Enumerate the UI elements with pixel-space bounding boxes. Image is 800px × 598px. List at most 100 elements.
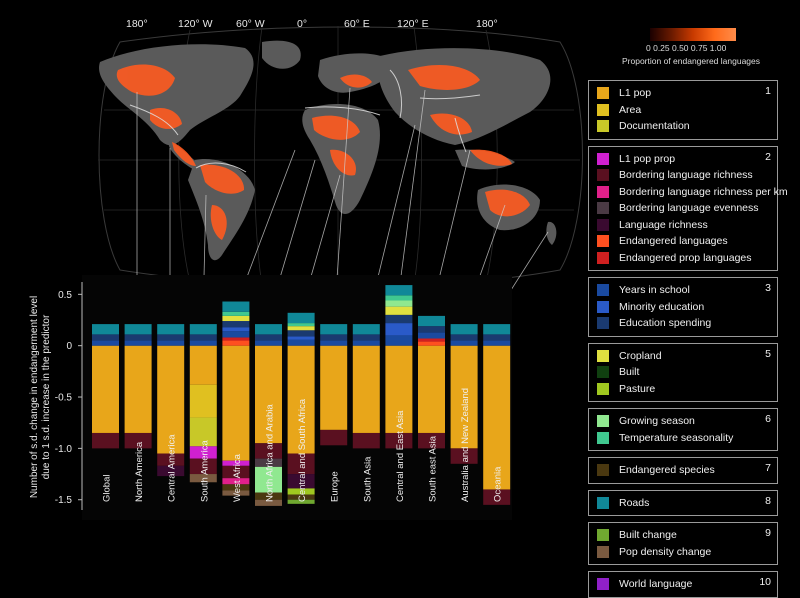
legend-swatch — [597, 578, 609, 590]
legend-item: Temperature seasonality — [597, 431, 733, 445]
category-label-south-east-asia: South east Asia — [428, 435, 439, 502]
legend-label: Pop density change — [619, 545, 712, 558]
legend-label: Bordering language richness per km — [619, 185, 788, 198]
bar-south-america-l1-pop — [189, 345, 217, 385]
legend-swatch — [597, 218, 609, 231]
bar-west-africa-bordering-language-richness — [222, 465, 250, 479]
bar-europe-years-in-school — [320, 340, 348, 346]
category-label-oceania: Oceania — [493, 466, 504, 502]
legend-label: Temperature seasonality — [619, 431, 734, 444]
bar-west-africa-l1-pop-prop — [222, 460, 250, 466]
bar-central-and-east-asia-cropland — [385, 306, 413, 315]
legend-label: Endangered languages — [619, 235, 728, 247]
legend-item: World language — [597, 577, 692, 591]
legend-swatch — [597, 185, 609, 198]
bar-south-america-documentation — [189, 417, 217, 447]
bar-central-and-south-africa-minority-education — [287, 336, 315, 340]
land-greenland — [262, 40, 301, 69]
legend-item: Years in school — [597, 283, 690, 297]
bar-central-and-south-africa-bordering-language-richness — [287, 453, 315, 475]
bar-central-and-east-asia-l1-pop — [385, 345, 413, 433]
bar-south-asia-bordering-language-richness — [352, 432, 380, 449]
bar-south-asia-education-spending — [352, 334, 380, 341]
bar-central-and-east-asia-years-in-school — [385, 335, 413, 346]
legend-swatch — [597, 120, 609, 132]
bar-central-america-language-richness — [157, 465, 185, 477]
bar-central-and-south-africa-roads — [287, 312, 315, 324]
bar-central-and-east-asia-bordering-language-richness — [385, 432, 413, 449]
bar-north-america-education-spending — [124, 334, 152, 341]
bar-australia-and-new-zealand-years-in-school — [450, 340, 478, 346]
legend-label: Cropland — [619, 349, 662, 362]
lon-label-180w: 180° — [126, 18, 148, 30]
legend-swatch — [597, 366, 609, 378]
bar-north-africa-and-arabia-education-spending — [255, 334, 282, 341]
bar-central-and-east-asia-growing-season — [385, 300, 413, 307]
bar-central-and-east-asia-education-spending — [385, 314, 413, 324]
bar-south-east-asia-endangered-languages — [418, 341, 445, 346]
lon-label-120w: 120° W — [178, 18, 213, 30]
legend-group-number: 2 — [765, 150, 771, 163]
legend-label: Built — [619, 366, 640, 378]
bar-west-africa-education-spending — [222, 321, 250, 328]
bar-south-east-asia-education-spending — [418, 326, 445, 333]
legend-swatch — [597, 431, 609, 444]
legend-item: Built — [597, 365, 639, 379]
legend-label: Growing season — [619, 415, 695, 427]
legend-item: Endangered species — [597, 463, 715, 477]
bar-central-and-south-africa-built-change — [287, 499, 315, 504]
endangerment-hotspots — [116, 64, 530, 240]
category-label-north-america: North America — [134, 441, 145, 502]
colorbar-gradient — [650, 28, 736, 41]
world-map — [98, 26, 583, 319]
bar-north-africa-and-arabia-roads — [255, 324, 282, 335]
legend-label: Pasture — [619, 382, 656, 395]
legend-label: Area — [619, 103, 642, 116]
bar-north-america-bordering-language-richness — [124, 432, 152, 449]
bar-south-asia-roads — [352, 324, 380, 335]
bar-south-america-education-spending — [189, 334, 217, 341]
lon-label-180e: 180° — [476, 18, 498, 30]
bar-australia-and-new-zealand-bordering-language-richness — [450, 448, 478, 464]
legend-group-9: 9 Built change Pop density change — [588, 522, 778, 565]
legend-swatch — [597, 415, 609, 427]
bar-west-africa-minority-education — [222, 327, 250, 332]
bar-west-africa-endangered-languages — [222, 340, 250, 346]
legend-item: Bordering language richness per km — [597, 185, 788, 199]
bar-north-america-l1-pop — [124, 345, 152, 433]
legend-group-3: 3 Years in school Minority education Educat… — [588, 277, 778, 337]
colorbar-ticks: 0 0.25 0.50 0.75 1.00 — [646, 43, 727, 53]
bar-europe-bordering-language-richness — [320, 429, 348, 446]
bar-oceania-years-in-school — [483, 340, 511, 346]
bar-australia-and-new-zealand-education-spending — [450, 334, 478, 341]
bar-central-and-south-africa-endangered-species — [287, 494, 315, 500]
legend-item: L1 pop prop — [597, 152, 675, 166]
legend-swatch — [597, 464, 609, 476]
bar-south-america-bordering-language-richness — [189, 458, 217, 475]
y-axis: 0.5 0 -0.5 -1.0 -1.5 — [55, 282, 83, 510]
bar-central-and-east-asia-roads — [385, 285, 413, 296]
bar-west-africa-bordering-language-richness-per-km — [222, 478, 250, 485]
legend-group-number: 10 — [759, 576, 771, 588]
category-labels: Global North America Central America South … — [102, 388, 504, 502]
bar-south-asia-l1-pop — [352, 345, 380, 433]
legend-group-2: 2 L1 pop prop Bordering language richness B… — [588, 145, 788, 271]
legend-item: Minority education — [597, 300, 704, 314]
bar-west-africa-years-in-school — [222, 331, 250, 338]
bar-north-africa-and-arabia-pop-density-change — [255, 499, 282, 506]
bar-west-africa-pop-density-change — [222, 490, 250, 496]
category-label-central-america: Central America — [167, 434, 178, 502]
legend-item: Pop density change — [597, 545, 711, 559]
legend-group-number: 6 — [765, 413, 771, 425]
bar-west-africa-temperature-seasonality — [222, 311, 250, 316]
world-map-panel: 180° 120° W 60° W 0° 60° E 120° E 180° 0… — [98, 18, 760, 319]
leader-lines — [136, 87, 549, 319]
legend-swatch — [597, 202, 609, 214]
bar-south-america-l1-pop-prop — [189, 446, 217, 459]
bar-west-africa-endangered-prop-languages — [222, 337, 250, 341]
legend-item: Documentation — [597, 119, 690, 133]
legend-label: Education spending — [619, 317, 712, 329]
bar-oceania-bordering-language-richness — [483, 489, 511, 505]
bar-europe-l1-pop — [320, 345, 348, 430]
legend-swatch — [597, 87, 609, 99]
